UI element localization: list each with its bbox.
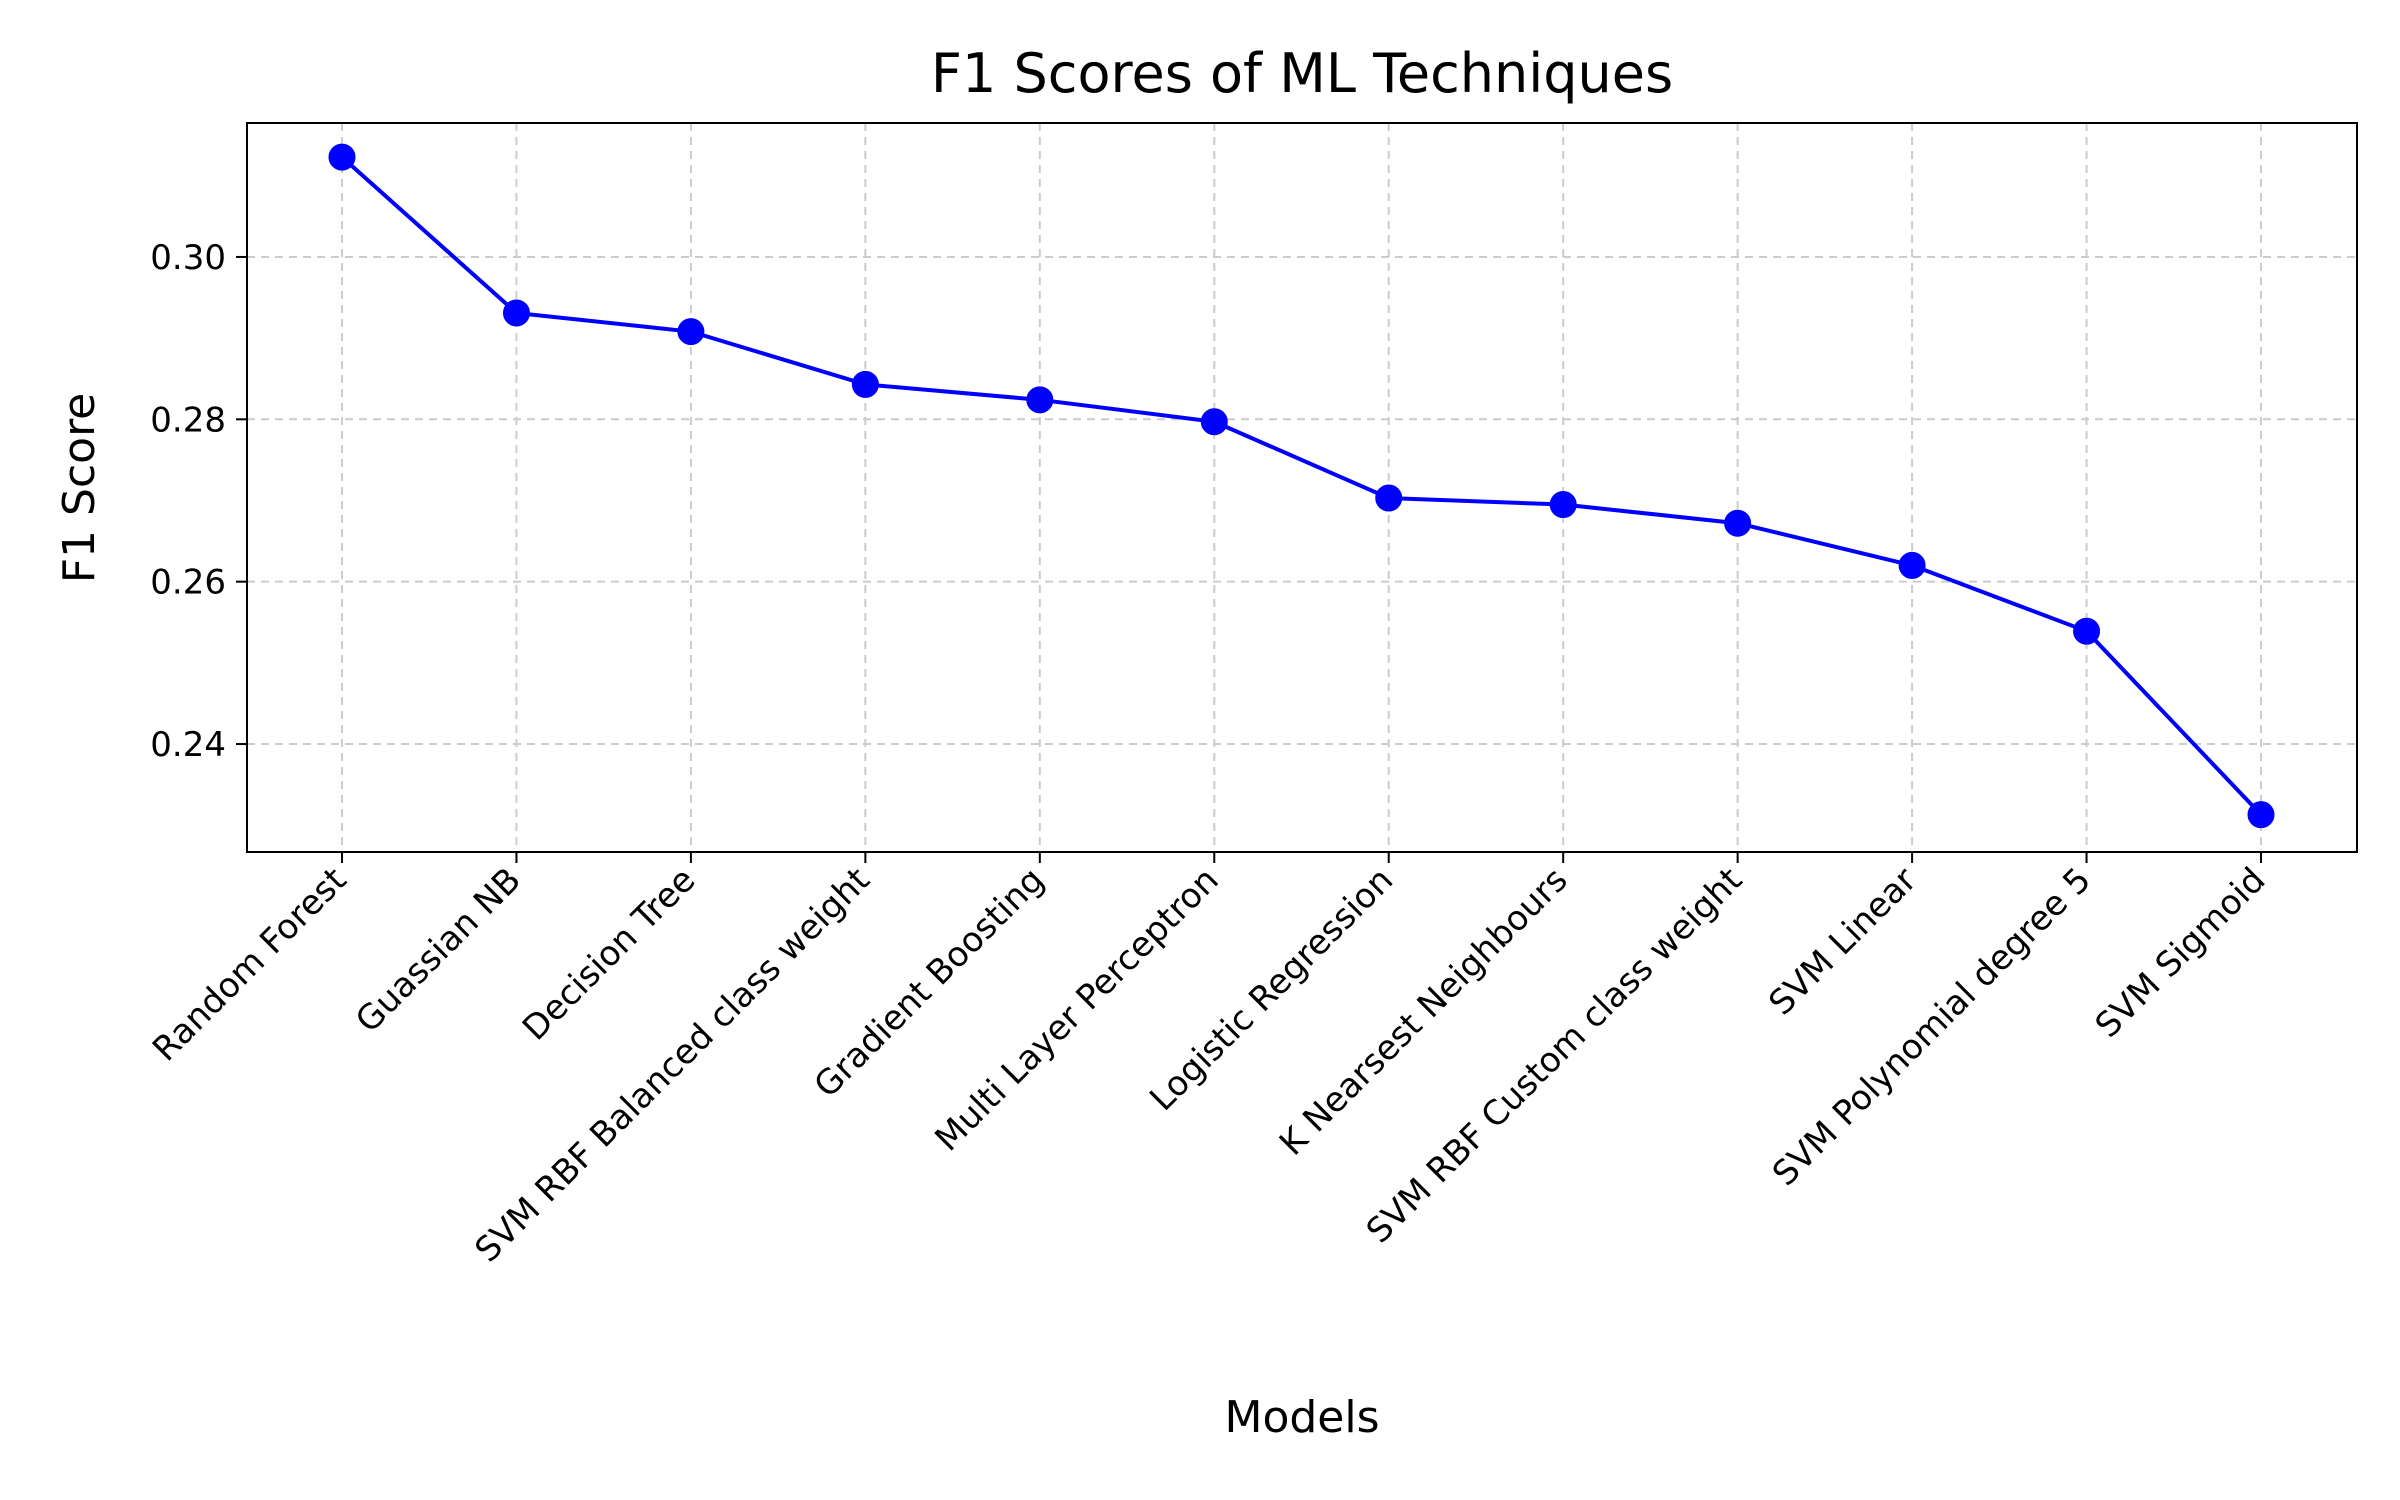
x-tick-label: SVM RBF Custom class weight: [1359, 860, 1750, 1251]
y-tick-label: 0.26: [150, 563, 226, 603]
data-point: [851, 370, 879, 398]
x-tick-label: SVM Polynomial degree 5: [1765, 860, 2099, 1194]
y-tick-label: 0.30: [150, 238, 226, 278]
x-axis-label: Models: [1224, 1392, 1379, 1443]
data-point: [328, 143, 356, 171]
data-point: [677, 318, 705, 346]
data-point: [1724, 509, 1752, 537]
x-tick-label: Multi Layer Perceptron: [927, 860, 1226, 1159]
x-tick-label: Random Forest: [145, 860, 354, 1069]
x-tick-label: SVM Sigmoid: [2088, 860, 2274, 1046]
x-tick-label: SVM Linear: [1761, 860, 1924, 1023]
grid: [247, 123, 2357, 852]
axes: [236, 122, 2358, 863]
data-point: [1549, 491, 1577, 519]
y-tick-label: 0.28: [150, 400, 226, 440]
x-tick-label: SVM RBF Balanced class weight: [468, 860, 878, 1270]
plot-frame: [246, 122, 2358, 853]
chart-title: F1 Scores of ML Techniques: [931, 42, 1673, 105]
data-point: [1200, 408, 1228, 436]
data-point: [2073, 617, 2101, 645]
data-point: [502, 299, 530, 327]
data-point: [1375, 484, 1403, 512]
series-line: [340, 155, 2263, 817]
y-tick-label: 0.24: [150, 725, 226, 765]
y-axis-label: F1 Score: [54, 393, 105, 584]
series: [328, 143, 2275, 829]
x-tick-label: Guassian NB: [348, 860, 529, 1041]
data-point: [2247, 801, 2275, 829]
data-point: [1898, 551, 1926, 579]
data-point: [1026, 386, 1054, 414]
x-tick-label: K Nearsest Neighbours: [1272, 860, 1576, 1164]
x-tick-label: Decision Tree: [515, 860, 703, 1048]
